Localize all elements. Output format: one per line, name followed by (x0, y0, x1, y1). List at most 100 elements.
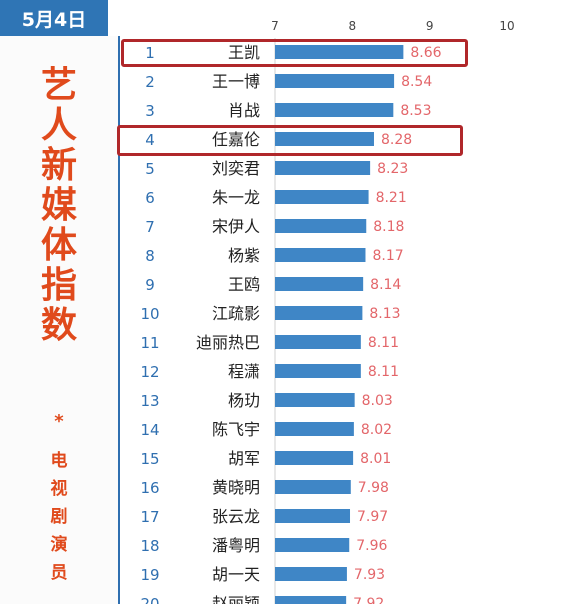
rank-label: 11 (140, 334, 159, 352)
value-label: 7.98 (358, 480, 389, 496)
subtitle-char: 员 (50, 563, 68, 583)
artist-name: 王鸥 (228, 275, 260, 294)
title-char: 体 (40, 225, 77, 266)
bar (275, 393, 355, 407)
bar (275, 509, 351, 523)
value-label: 7.93 (354, 567, 385, 583)
bar (275, 248, 366, 262)
bar (275, 161, 371, 175)
value-label: 8.18 (373, 219, 404, 235)
rank-label: 6 (145, 189, 155, 207)
bar (275, 335, 361, 349)
rank-label: 1 (145, 44, 155, 62)
rank-label: 7 (145, 218, 155, 236)
rank-label: 17 (140, 508, 159, 526)
artist-name: 赵丽颖 (212, 594, 260, 604)
bar (275, 480, 351, 494)
rank-label: 20 (140, 595, 159, 604)
bar (275, 45, 404, 59)
rank-label: 18 (140, 537, 159, 555)
value-label: 7.96 (356, 538, 387, 554)
rank-label: 19 (140, 566, 159, 584)
value-label: 8.66 (410, 45, 441, 61)
artist-name: 宋伊人 (212, 217, 260, 236)
value-label: 8.21 (376, 190, 407, 206)
value-label: 8.11 (368, 335, 399, 351)
value-label: 8.03 (362, 393, 393, 409)
artist-name: 胡一天 (212, 565, 260, 584)
value-label: 7.97 (357, 509, 388, 525)
title-asterisk: * (54, 411, 64, 432)
title-char: 媒 (40, 185, 77, 226)
rank-label: 12 (140, 363, 159, 381)
artist-name: 潘粤明 (212, 536, 260, 555)
value-label: 8.23 (377, 161, 408, 177)
bar (275, 132, 374, 146)
bar (275, 277, 364, 291)
x-tick-label: 8 (349, 19, 357, 33)
value-label: 8.53 (400, 103, 431, 119)
bar (275, 451, 354, 465)
artist-name: 陈飞宇 (212, 420, 260, 439)
rank-label: 15 (140, 450, 159, 468)
title-char: 数 (40, 305, 77, 346)
title-char: 人 (40, 105, 77, 146)
artist-name: 刘奕君 (212, 159, 260, 178)
bar (275, 567, 347, 581)
bar (275, 219, 367, 233)
rank-label: 2 (145, 73, 155, 91)
x-tick-label: 7 (271, 19, 279, 33)
title-char: 新 (40, 145, 77, 186)
rank-label: 8 (145, 247, 155, 265)
value-label: 8.28 (381, 132, 412, 148)
rank-label: 5 (145, 160, 155, 178)
bar (275, 596, 347, 604)
bar (275, 103, 394, 117)
rank-label: 14 (140, 421, 159, 439)
bar (275, 422, 354, 436)
value-label: 7.92 (353, 596, 384, 604)
bar (275, 364, 361, 378)
bar (275, 538, 350, 552)
title-char: 指 (40, 265, 77, 306)
rank-label: 9 (145, 276, 155, 294)
value-label: 8.54 (401, 74, 432, 90)
x-tick-label: 9 (426, 19, 434, 33)
rank-label: 16 (140, 479, 159, 497)
rank-label: 3 (145, 102, 155, 120)
date-badge: 5月4日 (0, 0, 108, 36)
subtitle-char: 剧 (50, 507, 68, 527)
title-char: 艺 (40, 65, 77, 106)
artist-name: 杨紫 (228, 246, 260, 265)
subtitle-char: 电 (50, 451, 68, 471)
artist-name: 迪丽热巴 (196, 333, 260, 352)
artist-name: 杨玏 (228, 391, 260, 410)
artist-name: 黄晓明 (212, 478, 260, 497)
vertical-subtitle: 电视剧演员 (0, 442, 118, 592)
value-label: 8.01 (360, 451, 391, 467)
artist-name: 王一博 (212, 72, 260, 91)
artist-name: 朱一龙 (212, 188, 260, 207)
rank-label: 10 (140, 305, 159, 323)
rank-label: 4 (145, 131, 155, 149)
artist-name: 肖战 (228, 101, 260, 120)
artist-name: 任嘉伦 (212, 130, 260, 149)
rank-label: 13 (140, 392, 159, 410)
side-panel (0, 36, 120, 604)
artist-name: 江疏影 (212, 304, 260, 323)
artist-name: 张云龙 (212, 507, 260, 526)
value-label: 8.11 (368, 364, 399, 380)
bar (275, 74, 395, 88)
highlight-box-rank-1 (121, 39, 468, 67)
value-label: 8.02 (361, 422, 392, 438)
artist-name: 程潇 (228, 362, 260, 381)
subtitle-char: 演 (50, 535, 68, 555)
subtitle-char: 视 (50, 479, 68, 499)
value-label: 8.13 (369, 306, 400, 322)
value-label: 8.14 (370, 277, 401, 293)
bar (275, 190, 369, 204)
bar (275, 306, 363, 320)
highlight-box-rank-4 (117, 125, 463, 156)
x-tick-label: 10 (499, 19, 514, 33)
